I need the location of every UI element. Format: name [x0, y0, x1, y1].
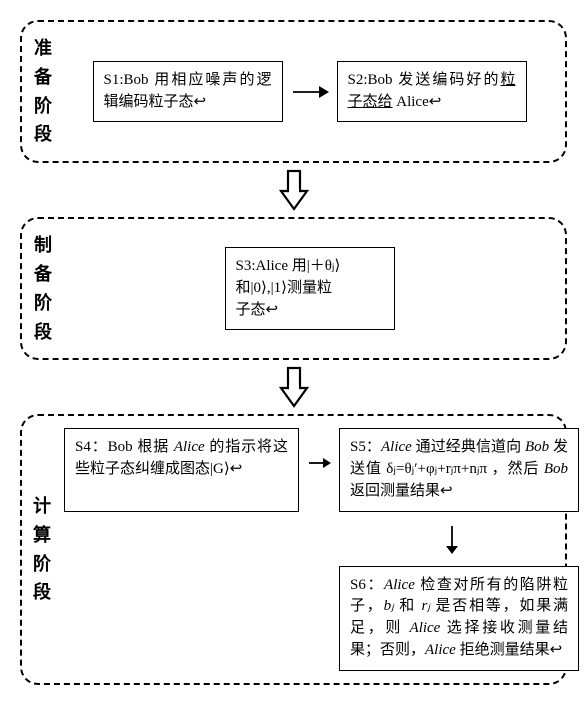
node-s6-f: rⱼ — [422, 598, 430, 614]
node-s6-k: 拒绝测量结果↩ — [456, 642, 562, 658]
node-s3: S3:Alice 用|＋θⱼ⟩ 和|0⟩,|1⟩测量粒 子态↩ — [225, 247, 395, 330]
node-s2: S2:Bob 发送编码好的粒子态给 Alice↩ — [337, 61, 527, 123]
node-s5-d: Bob — [525, 439, 549, 455]
label-char: 算 — [33, 521, 51, 550]
label-char: 备 — [34, 260, 52, 289]
node-s5-c: 通过经典信道向 — [412, 439, 525, 455]
label-char: 准 — [34, 34, 52, 63]
node-s4-b: Alice — [174, 439, 205, 455]
node-s2-text-c: Alice↩ — [393, 94, 442, 110]
label-char: 段 — [33, 578, 51, 607]
node-s3-line1: S3:Alice 用|＋θⱼ⟩ — [236, 258, 341, 274]
phase-preparation-body: S1:Bob 用相应噪声的逻辑编码粒子态↩ S2:Bob 发送编码好的粒子态给 … — [66, 61, 553, 123]
node-s5-f: Bob — [544, 461, 568, 477]
label-char: 段 — [34, 120, 52, 149]
node-s6: S6：Alice 检查对所有的陷阱粒子，bⱼ 和 rⱼ 是否相等，如果满足，则 … — [339, 566, 579, 671]
row-s6: S6：Alice 检查对所有的陷阱粒子，bⱼ 和 rⱼ 是否相等，如果满足，则 … — [64, 566, 579, 671]
arrow-down-icon — [277, 366, 311, 408]
node-s6-h: Alice — [410, 620, 441, 636]
row-s4-s5: S4：Bob 根据 Alice 的指示将这些粒子态纠缠成图态|G⟩↩ S5：Al… — [64, 428, 579, 511]
label-char: 制 — [34, 231, 52, 260]
label-char: 备 — [34, 63, 52, 92]
node-s2-text-a: S2:Bob 发送编码好的 — [348, 72, 501, 88]
phase-compute: 计 算 阶 段 S4：Bob 根据 Alice 的指示将这些粒子态纠缠成图态|G… — [20, 414, 567, 684]
node-s4-a: S4：Bob 根据 — [75, 439, 174, 455]
arrow-down-icon — [277, 169, 311, 211]
row-s1-s2: S1:Bob 用相应噪声的逻辑编码粒子态↩ S2:Bob 发送编码好的粒子态给 … — [66, 61, 553, 123]
node-s4: S4：Bob 根据 Alice 的指示将这些粒子态纠缠成图态|G⟩↩ — [64, 428, 299, 511]
node-s6-a: S6： — [350, 577, 384, 593]
arrow-phase2-to-phase3 — [20, 366, 567, 408]
phase-compute-body: S4：Bob 根据 Alice 的指示将这些粒子态纠缠成图态|G⟩↩ S5：Al… — [64, 428, 579, 670]
arrow-right-icon — [307, 428, 331, 498]
phase-make: 制 备 阶 段 S3:Alice 用|＋θⱼ⟩ 和|0⟩,|1⟩测量粒 子态↩ — [20, 217, 567, 360]
arrow-down-icon — [443, 524, 461, 554]
arrow-s5-to-s6 — [64, 524, 579, 554]
node-s6-d: bⱼ — [384, 598, 394, 614]
node-s5-g: 返回测量结果↩ — [350, 483, 453, 499]
phase-preparation: 准 备 阶 段 S1:Bob 用相应噪声的逻辑编码粒子态↩ S2:Bob 发送编… — [20, 20, 567, 163]
phase-preparation-label: 准 备 阶 段 — [30, 34, 56, 149]
node-s1: S1:Bob 用相应噪声的逻辑编码粒子态↩ — [93, 61, 283, 123]
node-s5-b: Alice — [381, 439, 412, 455]
node-s6-e: 和 — [394, 598, 422, 614]
phase-make-body: S3:Alice 用|＋θⱼ⟩ 和|0⟩,|1⟩测量粒 子态↩ — [66, 241, 553, 336]
node-s5: S5：Alice 通过经典信道向 Bob 发送值 δⱼ=θⱼ′+φⱼ+rⱼπ+n… — [339, 428, 579, 511]
arrow-phase1-to-phase2 — [20, 169, 567, 211]
label-char: 计 — [33, 492, 51, 521]
node-s6-b: Alice — [384, 577, 415, 593]
node-s5-a: S5： — [350, 439, 381, 455]
node-s3-line3: 子态↩ — [236, 302, 279, 318]
phase-make-label: 制 备 阶 段 — [30, 231, 56, 346]
label-char: 阶 — [34, 289, 52, 318]
node-s6-j: Alice — [425, 642, 456, 658]
label-char: 阶 — [33, 550, 51, 579]
label-char: 段 — [34, 318, 52, 347]
arrow-right-icon — [291, 83, 329, 101]
label-char: 阶 — [34, 92, 52, 121]
node-s3-line2: 和|0⟩,|1⟩测量粒 — [236, 280, 332, 296]
phase-compute-label: 计 算 阶 段 — [30, 492, 54, 607]
node-s1-text: S1:Bob 用相应噪声的逻辑编码粒子态↩ — [104, 72, 272, 110]
